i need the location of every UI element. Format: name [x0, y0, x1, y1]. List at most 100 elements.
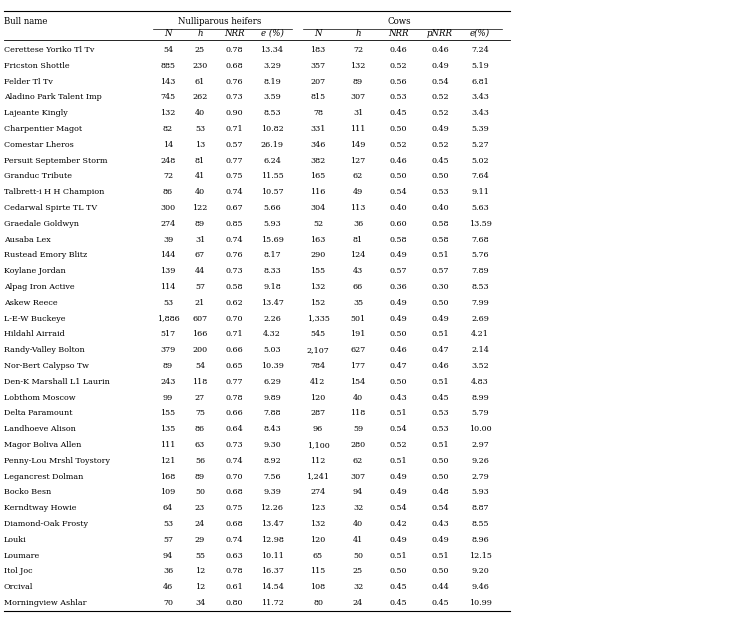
Text: 149: 149	[350, 141, 366, 149]
Text: 54: 54	[163, 46, 173, 54]
Text: 96: 96	[313, 425, 323, 433]
Text: 163: 163	[310, 236, 325, 243]
Text: 2.69: 2.69	[471, 314, 489, 323]
Text: 57: 57	[195, 283, 205, 291]
Text: 16.37: 16.37	[260, 567, 284, 575]
Text: 49: 49	[353, 189, 363, 196]
Text: 0.75: 0.75	[225, 173, 243, 180]
Text: 815: 815	[311, 93, 325, 102]
Text: 248: 248	[161, 157, 176, 165]
Text: 0.74: 0.74	[225, 236, 243, 243]
Text: 121: 121	[161, 457, 176, 465]
Text: 32: 32	[353, 583, 363, 591]
Text: 627: 627	[350, 346, 366, 354]
Text: 0.36: 0.36	[389, 283, 407, 291]
Text: 155: 155	[161, 410, 176, 417]
Text: 94: 94	[163, 551, 173, 560]
Text: Granduc Tribute: Granduc Tribute	[4, 173, 72, 180]
Text: e(%): e(%)	[470, 29, 490, 38]
Text: 8.99: 8.99	[471, 394, 489, 401]
Text: 0.71: 0.71	[225, 330, 243, 339]
Text: 152: 152	[310, 299, 325, 307]
Text: 0.49: 0.49	[431, 125, 449, 133]
Text: Nulliparous heifers: Nulliparous heifers	[178, 17, 262, 26]
Text: 64: 64	[163, 504, 173, 512]
Text: 0.60: 0.60	[389, 220, 407, 227]
Text: 0.58: 0.58	[431, 220, 449, 227]
Text: 72: 72	[163, 173, 173, 180]
Text: 80: 80	[313, 599, 323, 607]
Text: 1,335: 1,335	[306, 314, 329, 323]
Text: 200: 200	[193, 346, 207, 354]
Text: 109: 109	[161, 488, 176, 497]
Text: 11.55: 11.55	[261, 173, 284, 180]
Text: 7.88: 7.88	[263, 410, 281, 417]
Text: 0.58: 0.58	[389, 236, 407, 243]
Text: Aladino Park Talent Imp: Aladino Park Talent Imp	[4, 93, 102, 102]
Text: 280: 280	[350, 441, 366, 449]
Text: 15.69: 15.69	[260, 236, 284, 243]
Text: 10.00: 10.00	[468, 425, 491, 433]
Text: 0.53: 0.53	[431, 425, 449, 433]
Text: 52: 52	[313, 220, 323, 227]
Text: Persuit September Storm: Persuit September Storm	[4, 157, 108, 165]
Text: 307: 307	[350, 93, 366, 102]
Text: 66: 66	[353, 283, 363, 291]
Text: Cerettese Yoriko Tl Tv: Cerettese Yoriko Tl Tv	[4, 46, 95, 54]
Text: 2.26: 2.26	[263, 314, 281, 323]
Text: 0.76: 0.76	[225, 77, 243, 86]
Text: 43: 43	[353, 267, 363, 275]
Text: 35: 35	[353, 299, 363, 307]
Text: 0.46: 0.46	[431, 362, 449, 370]
Text: Fricston Shottle: Fricston Shottle	[4, 62, 70, 70]
Text: 230: 230	[192, 62, 207, 70]
Text: 0.52: 0.52	[389, 141, 407, 149]
Text: 0.53: 0.53	[431, 189, 449, 196]
Text: 274: 274	[161, 220, 176, 227]
Text: 6.29: 6.29	[263, 378, 281, 386]
Text: Bull name: Bull name	[4, 17, 48, 26]
Text: pNRR: pNRR	[427, 29, 453, 38]
Text: 1,886: 1,886	[157, 314, 180, 323]
Text: 25: 25	[195, 46, 205, 54]
Text: 132: 132	[310, 520, 325, 528]
Text: 0.51: 0.51	[431, 441, 449, 449]
Text: 41: 41	[195, 173, 205, 180]
Text: 0.78: 0.78	[225, 567, 243, 575]
Text: 0.52: 0.52	[431, 109, 449, 117]
Text: 607: 607	[193, 314, 207, 323]
Text: 2,107: 2,107	[306, 346, 329, 354]
Text: 0.67: 0.67	[225, 204, 243, 212]
Text: 0.50: 0.50	[389, 567, 407, 575]
Text: 5.66: 5.66	[263, 204, 281, 212]
Text: 3.29: 3.29	[263, 62, 281, 70]
Text: 8.96: 8.96	[471, 535, 489, 544]
Text: 57: 57	[163, 535, 173, 544]
Text: Diamond-Oak Frosty: Diamond-Oak Frosty	[4, 520, 88, 528]
Text: 75: 75	[195, 410, 205, 417]
Text: 0.50: 0.50	[431, 567, 449, 575]
Text: 108: 108	[311, 583, 325, 591]
Text: 154: 154	[350, 378, 366, 386]
Text: 0.57: 0.57	[225, 141, 243, 149]
Text: 0.73: 0.73	[225, 93, 243, 102]
Text: 8.17: 8.17	[263, 251, 281, 259]
Text: 0.70: 0.70	[225, 314, 243, 323]
Text: 1,100: 1,100	[306, 441, 329, 449]
Text: 9.20: 9.20	[471, 567, 489, 575]
Text: 9.39: 9.39	[263, 488, 281, 497]
Text: 0.50: 0.50	[431, 457, 449, 465]
Text: 177: 177	[350, 362, 366, 370]
Text: h: h	[197, 29, 203, 38]
Text: 0.45: 0.45	[389, 583, 407, 591]
Text: 61: 61	[195, 77, 205, 86]
Text: 120: 120	[310, 394, 325, 401]
Text: 0.77: 0.77	[225, 378, 243, 386]
Text: 50: 50	[195, 488, 205, 497]
Text: 0.49: 0.49	[389, 251, 407, 259]
Text: 0.47: 0.47	[389, 362, 407, 370]
Text: 0.51: 0.51	[389, 457, 407, 465]
Text: Cows: Cows	[387, 17, 410, 26]
Text: 118: 118	[350, 410, 366, 417]
Text: 5.27: 5.27	[471, 141, 489, 149]
